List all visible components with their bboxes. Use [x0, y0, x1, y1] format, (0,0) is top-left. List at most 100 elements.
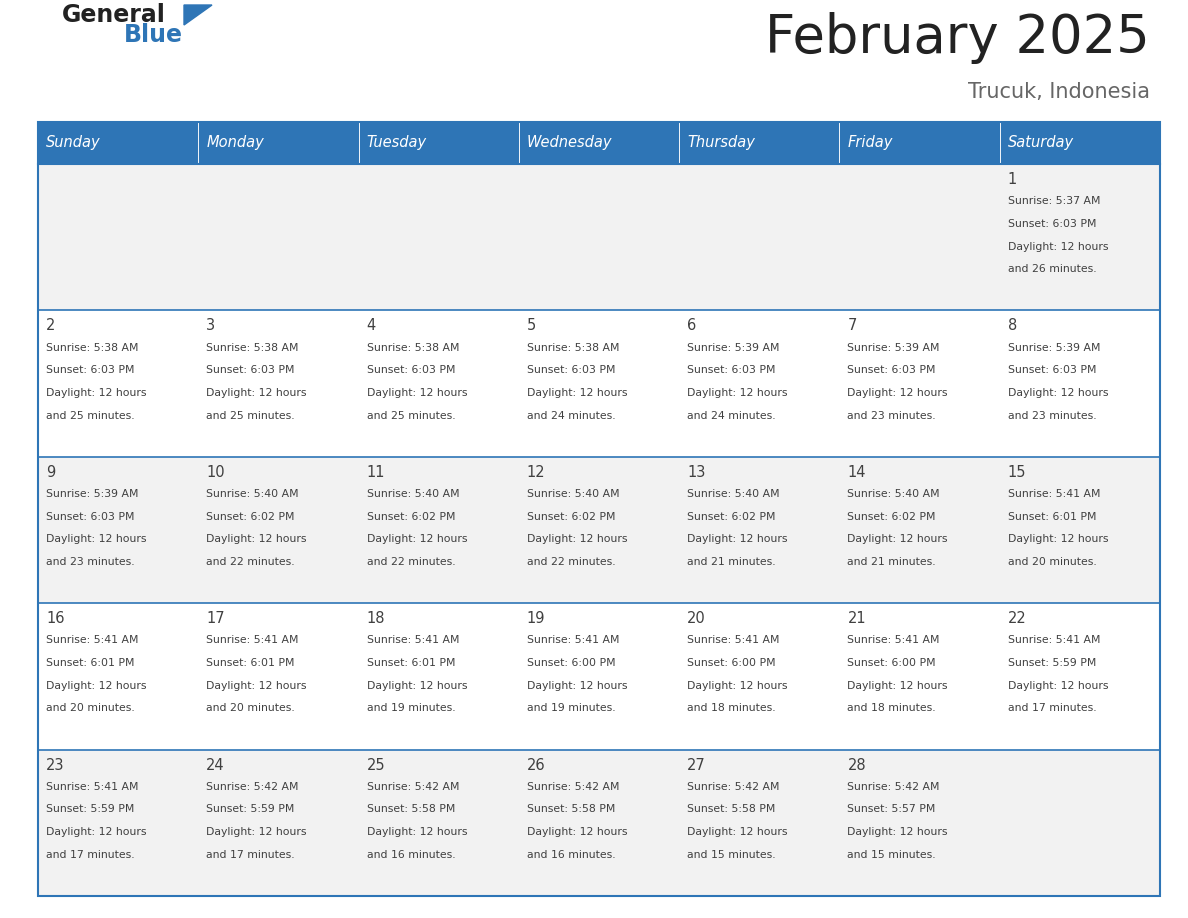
Text: Daylight: 12 hours: Daylight: 12 hours [1007, 534, 1108, 544]
Text: and 19 minutes.: and 19 minutes. [367, 703, 455, 713]
Text: and 26 minutes.: and 26 minutes. [1007, 264, 1097, 274]
Text: 21: 21 [847, 611, 866, 626]
Text: Sunrise: 5:40 AM: Sunrise: 5:40 AM [367, 489, 460, 499]
Bar [680, 122, 840, 164]
Bar [840, 310, 1000, 457]
Text: Daylight: 12 hours: Daylight: 12 hours [46, 681, 146, 690]
Bar [38, 122, 1159, 896]
Bar [198, 457, 359, 603]
Text: and 23 minutes.: and 23 minutes. [1007, 410, 1097, 420]
Text: 5: 5 [526, 319, 536, 333]
Text: 13: 13 [687, 465, 706, 480]
Text: Sunset: 5:58 PM: Sunset: 5:58 PM [526, 804, 615, 814]
Text: 6: 6 [687, 319, 696, 333]
Text: 4: 4 [367, 319, 375, 333]
Text: Sunrise: 5:38 AM: Sunrise: 5:38 AM [207, 342, 299, 353]
Text: Sunset: 6:03 PM: Sunset: 6:03 PM [46, 511, 134, 521]
Text: Sunrise: 5:38 AM: Sunrise: 5:38 AM [367, 342, 459, 353]
Text: Sunrise: 5:40 AM: Sunrise: 5:40 AM [207, 489, 299, 499]
Text: Sunrise: 5:41 AM: Sunrise: 5:41 AM [46, 635, 139, 645]
Text: Sunrise: 5:41 AM: Sunrise: 5:41 AM [207, 635, 299, 645]
Text: 19: 19 [526, 611, 545, 626]
Text: Daylight: 12 hours: Daylight: 12 hours [207, 388, 307, 398]
Text: Daylight: 12 hours: Daylight: 12 hours [46, 388, 146, 398]
Text: and 16 minutes.: and 16 minutes. [367, 850, 455, 860]
Bar [359, 310, 519, 457]
Bar [1000, 750, 1159, 896]
Text: 22: 22 [1007, 611, 1026, 626]
Bar [38, 164, 198, 310]
Text: and 25 minutes.: and 25 minutes. [207, 410, 295, 420]
Text: Daylight: 12 hours: Daylight: 12 hours [1007, 241, 1108, 252]
Text: 26: 26 [526, 757, 545, 773]
Text: Daylight: 12 hours: Daylight: 12 hours [367, 534, 467, 544]
Text: Sunrise: 5:38 AM: Sunrise: 5:38 AM [526, 342, 619, 353]
Bar [359, 750, 519, 896]
Bar [359, 122, 519, 164]
Text: 20: 20 [687, 611, 706, 626]
Text: Daylight: 12 hours: Daylight: 12 hours [687, 681, 788, 690]
Text: Sunrise: 5:41 AM: Sunrise: 5:41 AM [1007, 635, 1100, 645]
Text: and 25 minutes.: and 25 minutes. [46, 410, 134, 420]
Text: Sunset: 5:59 PM: Sunset: 5:59 PM [207, 804, 295, 814]
Text: Tuesday: Tuesday [367, 136, 426, 151]
Text: Sunrise: 5:39 AM: Sunrise: 5:39 AM [1007, 342, 1100, 353]
Text: Daylight: 12 hours: Daylight: 12 hours [207, 827, 307, 837]
Bar [680, 310, 840, 457]
Text: Daylight: 12 hours: Daylight: 12 hours [687, 827, 788, 837]
Text: and 23 minutes.: and 23 minutes. [847, 410, 936, 420]
Text: Sunrise: 5:42 AM: Sunrise: 5:42 AM [847, 782, 940, 792]
Text: Daylight: 12 hours: Daylight: 12 hours [526, 388, 627, 398]
Bar [519, 164, 680, 310]
Text: Sunrise: 5:41 AM: Sunrise: 5:41 AM [847, 635, 940, 645]
Text: Daylight: 12 hours: Daylight: 12 hours [847, 388, 948, 398]
Text: Sunset: 6:03 PM: Sunset: 6:03 PM [847, 365, 936, 375]
Text: Sunset: 6:03 PM: Sunset: 6:03 PM [687, 365, 776, 375]
Text: Sunset: 6:00 PM: Sunset: 6:00 PM [526, 658, 615, 668]
Text: General: General [62, 3, 166, 27]
Text: Daylight: 12 hours: Daylight: 12 hours [207, 681, 307, 690]
Bar [680, 750, 840, 896]
Text: Monday: Monday [207, 136, 264, 151]
Text: 12: 12 [526, 465, 545, 480]
Text: Sunset: 6:02 PM: Sunset: 6:02 PM [207, 511, 295, 521]
Bar [198, 122, 359, 164]
Text: and 25 minutes.: and 25 minutes. [367, 410, 455, 420]
Text: Sunrise: 5:40 AM: Sunrise: 5:40 AM [526, 489, 619, 499]
Text: Sunrise: 5:40 AM: Sunrise: 5:40 AM [847, 489, 940, 499]
Text: and 15 minutes.: and 15 minutes. [847, 850, 936, 860]
Text: and 20 minutes.: and 20 minutes. [207, 703, 295, 713]
Text: Daylight: 12 hours: Daylight: 12 hours [526, 827, 627, 837]
Text: Blue: Blue [124, 23, 183, 47]
Bar [38, 750, 198, 896]
Text: Sunset: 6:03 PM: Sunset: 6:03 PM [367, 365, 455, 375]
Bar [519, 603, 680, 750]
Text: and 22 minutes.: and 22 minutes. [526, 557, 615, 567]
Text: and 19 minutes.: and 19 minutes. [526, 703, 615, 713]
Text: 9: 9 [46, 465, 56, 480]
Text: Sunset: 6:03 PM: Sunset: 6:03 PM [46, 365, 134, 375]
Text: Daylight: 12 hours: Daylight: 12 hours [687, 534, 788, 544]
Text: Trucuk, Indonesia: Trucuk, Indonesia [968, 82, 1150, 102]
Bar [519, 457, 680, 603]
Text: Saturday: Saturday [1007, 136, 1074, 151]
Text: Sunrise: 5:41 AM: Sunrise: 5:41 AM [46, 782, 139, 792]
Text: Daylight: 12 hours: Daylight: 12 hours [1007, 388, 1108, 398]
Text: Daylight: 12 hours: Daylight: 12 hours [687, 388, 788, 398]
Text: 16: 16 [46, 611, 64, 626]
Text: 28: 28 [847, 757, 866, 773]
Text: Sunset: 5:58 PM: Sunset: 5:58 PM [687, 804, 776, 814]
Text: 7: 7 [847, 319, 857, 333]
Text: and 24 minutes.: and 24 minutes. [526, 410, 615, 420]
Bar [1000, 164, 1159, 310]
Bar [1000, 603, 1159, 750]
Text: Daylight: 12 hours: Daylight: 12 hours [526, 534, 627, 544]
Text: Sunset: 6:02 PM: Sunset: 6:02 PM [847, 511, 936, 521]
Bar [1000, 122, 1159, 164]
Bar [198, 603, 359, 750]
Text: 8: 8 [1007, 319, 1017, 333]
Text: 18: 18 [367, 611, 385, 626]
Text: Daylight: 12 hours: Daylight: 12 hours [367, 388, 467, 398]
Text: Sunrise: 5:42 AM: Sunrise: 5:42 AM [526, 782, 619, 792]
Text: Sunset: 6:02 PM: Sunset: 6:02 PM [687, 511, 776, 521]
